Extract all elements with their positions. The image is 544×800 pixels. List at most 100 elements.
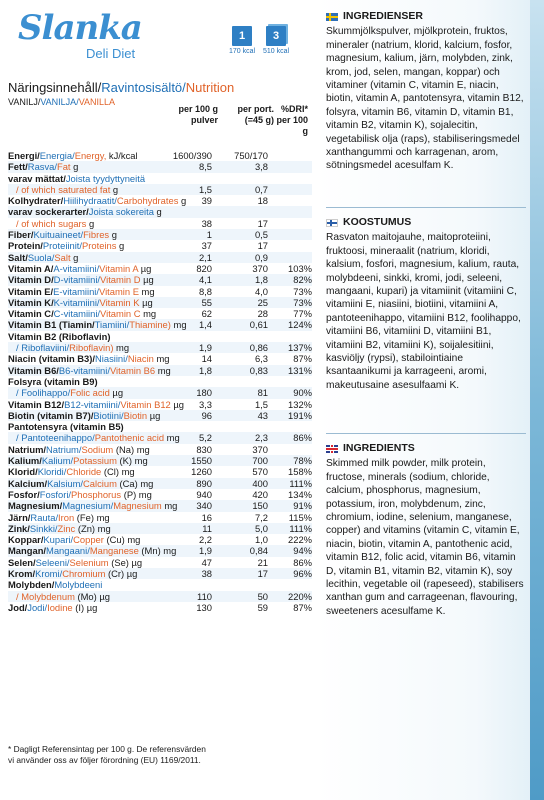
value-dri: 131% [288,364,312,376]
value-per-portion: 7,2 [254,511,268,523]
brand-logo: Slanka [18,8,143,48]
value-per-portion: 17 [257,217,268,229]
value-per-portion: 1,8 [254,274,268,286]
value-per-100g: 1,9 [198,342,212,354]
value-per-portion: 3,8 [254,161,268,173]
value-per-portion: 6,3 [254,353,268,365]
table-row: varav mättat/Joista tyydyttyneitä [8,173,312,184]
value-per-portion: 370 [252,443,268,455]
ingredients-swedish: INGREDIENSER Skummjölkspulver, mjölkprot… [326,10,526,173]
table-row: Fiber/Kuituaineet/Fibres g 1 0,5 [8,229,312,241]
nutrient-label: Niacin (vitamin B3)/Niasiini/Niacin mg [8,353,170,365]
value-per-portion: 420 [252,488,268,500]
nutrient-label: varav sockerarter/Joista sokereita g [8,206,162,218]
value-per-portion: 0,86 [249,342,268,354]
value-dri: 103% [288,262,312,274]
table-row: Molybden/Molybdeeni [8,579,312,590]
value-per-100g: 5,2 [198,432,212,444]
table-row: Fosfor/Fosfori/Phosphorus (P) mg 940 420 13… [8,489,312,500]
nutrient-label: Vitamin B6/B6-vitamiini/Vitamin B6 mg [8,364,171,376]
nutrient-label: Fiber/Kuituaineet/Fibres g [8,229,117,241]
table-title: Näringsinnehåll/Ravintosisältö/Nutrition [8,80,235,95]
value-per-100g: 1,4 [198,319,212,331]
nutrient-label: Selen/Seleeni/Selenium (Se) µg [8,556,143,568]
divider [326,433,526,434]
value-dri: 86% [293,432,312,444]
value-per-100g: 55 [201,296,212,308]
value-dri: 90% [293,387,312,399]
nutrient-label: Krom/Kromi/Chromium (Cr) µg [8,567,138,579]
swedish-flag-icon [326,12,338,21]
nutrient-label: / Foolihappo/Folic acid µg [16,387,124,399]
value-dri: 115% [288,511,312,523]
table-row: / Riboflaviini/Riboflavin) mg 1,9 0,86 137% [8,342,312,354]
value-per-100g: 820 [196,262,212,274]
nutrition-table: Energi/Energia/Energy, kJ/kcal 1600/390 75… [8,150,312,613]
nutrient-label: Fett/Rasva/Fat g [8,161,79,173]
nutrient-label: Zink/Sinkki/Zinc (Zn) mg [8,522,111,534]
value-dri: 78% [293,455,312,467]
value-per-portion: 570 [252,466,268,478]
table-row: Vitamin B2 (Riboflavin) [8,331,312,342]
table-row: Kalium/Kalium/Potassium (K) mg 1550 700 78% [8,455,312,467]
value-per-100g: 47 [201,556,212,568]
value-per-portion: 0,61 [249,319,268,331]
table-row: Fett/Rasva/Fat g 8,5 3,8 [8,161,312,173]
value-dri: 124% [288,319,312,331]
footnote: * Dagligt Referensintag per 100 g. De re… [8,744,206,765]
value-per-100g: 1600/390 [172,150,212,161]
value-dri: 96% [293,567,312,579]
nutrient-label: Kalcium/Kalsium/Calcium (Ca) mg [8,477,154,489]
table-row: varav sockerarter/Joista sokereita g [8,206,312,218]
table-row: / Pantoteenihappo/Pantothenic acid mg 5,2… [8,432,312,444]
value-per-100g: 180 [196,387,212,399]
value-per-100g: 1,9 [198,545,212,557]
table-row: Vitamin B1 (Tiamin/Tiamiini/Thiamine) mg… [8,319,312,331]
value-per-100g: 110 [197,590,212,602]
table-row: Koppar/Kupari/Copper (Cu) mg 2,2 1,0 222% [8,534,312,545]
table-row: Mangan/Mangaani/Manganese (Mn) mg 1,9 0,84… [8,545,312,557]
nutrient-label: Kalium/Kalium/Potassium (K) mg [8,455,148,467]
value-dri: 134% [288,488,312,500]
table-row: Protein/Proteiinit/Proteins g 37 17 [8,240,312,251]
value-per-portion: 150 [252,500,268,512]
nutrient-label: Pantotensyra (vitamin B5) [8,421,124,433]
value-per-100g: 38 [201,217,212,229]
value-per-portion: 0,84 [249,545,268,557]
ingredients-finnish: KOOSTUMUS Rasvaton maitojauhe, maitoprot… [326,216,526,392]
table-row: Kalcium/Kalsium/Calcium (Ca) mg 890 400 111… [8,477,312,489]
nutrient-label: Klorid/Kloridi/Chloride (Cl) mg [8,466,135,478]
value-per-100g: 62 [201,308,212,320]
nutrient-label: Magnesium/Magnesium/Magnesium mg [8,500,178,512]
nutrient-label: Vitamin B2 (Riboflavin) [8,330,111,342]
value-per-100g: 3,3 [198,398,212,410]
table-row: Krom/Kromi/Chromium (Cr) µg 38 17 96% [8,567,312,580]
table-row: Pantotensyra (vitamin B5) [8,421,312,432]
value-per-portion: 25 [257,296,268,308]
value-dri: 82% [293,274,312,286]
value-per-portion: 17 [257,240,268,252]
value-per-portion: 4,0 [254,285,268,297]
nutrient-label: Järn/Rauta/Iron (Fe) mg [8,511,110,523]
flavor-line: VANILJ/VANILJA/VANILLA [8,97,116,107]
table-row: Vitamin B6/B6-vitamiini/Vitamin B6 mg 1,8… [8,364,312,376]
value-per-100g: 340 [196,500,212,512]
nutrient-label: Kolhydrater/Hiilihydraatit/Carbohydrates… [8,195,187,207]
nutrient-label: Vitamin C/C-vitamiini/Vitamin C mg [8,308,157,320]
nutrient-label: / Molybdenum (Mo) µg [16,590,110,602]
column-header-per-100g: per 100 g pulver [178,104,218,125]
value-per-100g: 8,8 [198,285,212,297]
value-per-portion: 370 [252,262,268,274]
nutrient-label: Vitamin B1 (Tiamin/Tiamiini/Thiamine) mg [8,319,187,331]
nutrient-label: Vitamin E/E-vitamiini/Vitamin E mg [8,285,155,297]
ingredients-text-fi: Rasvaton maitojauhe, maitoproteiini, fru… [326,232,521,391]
value-per-100g: 8,5 [198,161,212,173]
value-per-portion: 50 [257,590,268,602]
value-per-100g: 4,1 [198,274,212,286]
portion-count-icon: 1 [232,26,252,46]
value-per-100g: 130 [196,601,212,613]
table-row: Vitamin E/E-vitamiini/Vitamin E mg 8,8 4,0… [8,286,312,297]
value-dri: 87% [293,353,312,365]
nutrient-label: Koppar/Kupari/Copper (Cu) mg [8,534,141,546]
value-per-portion: 0,9 [254,251,268,263]
